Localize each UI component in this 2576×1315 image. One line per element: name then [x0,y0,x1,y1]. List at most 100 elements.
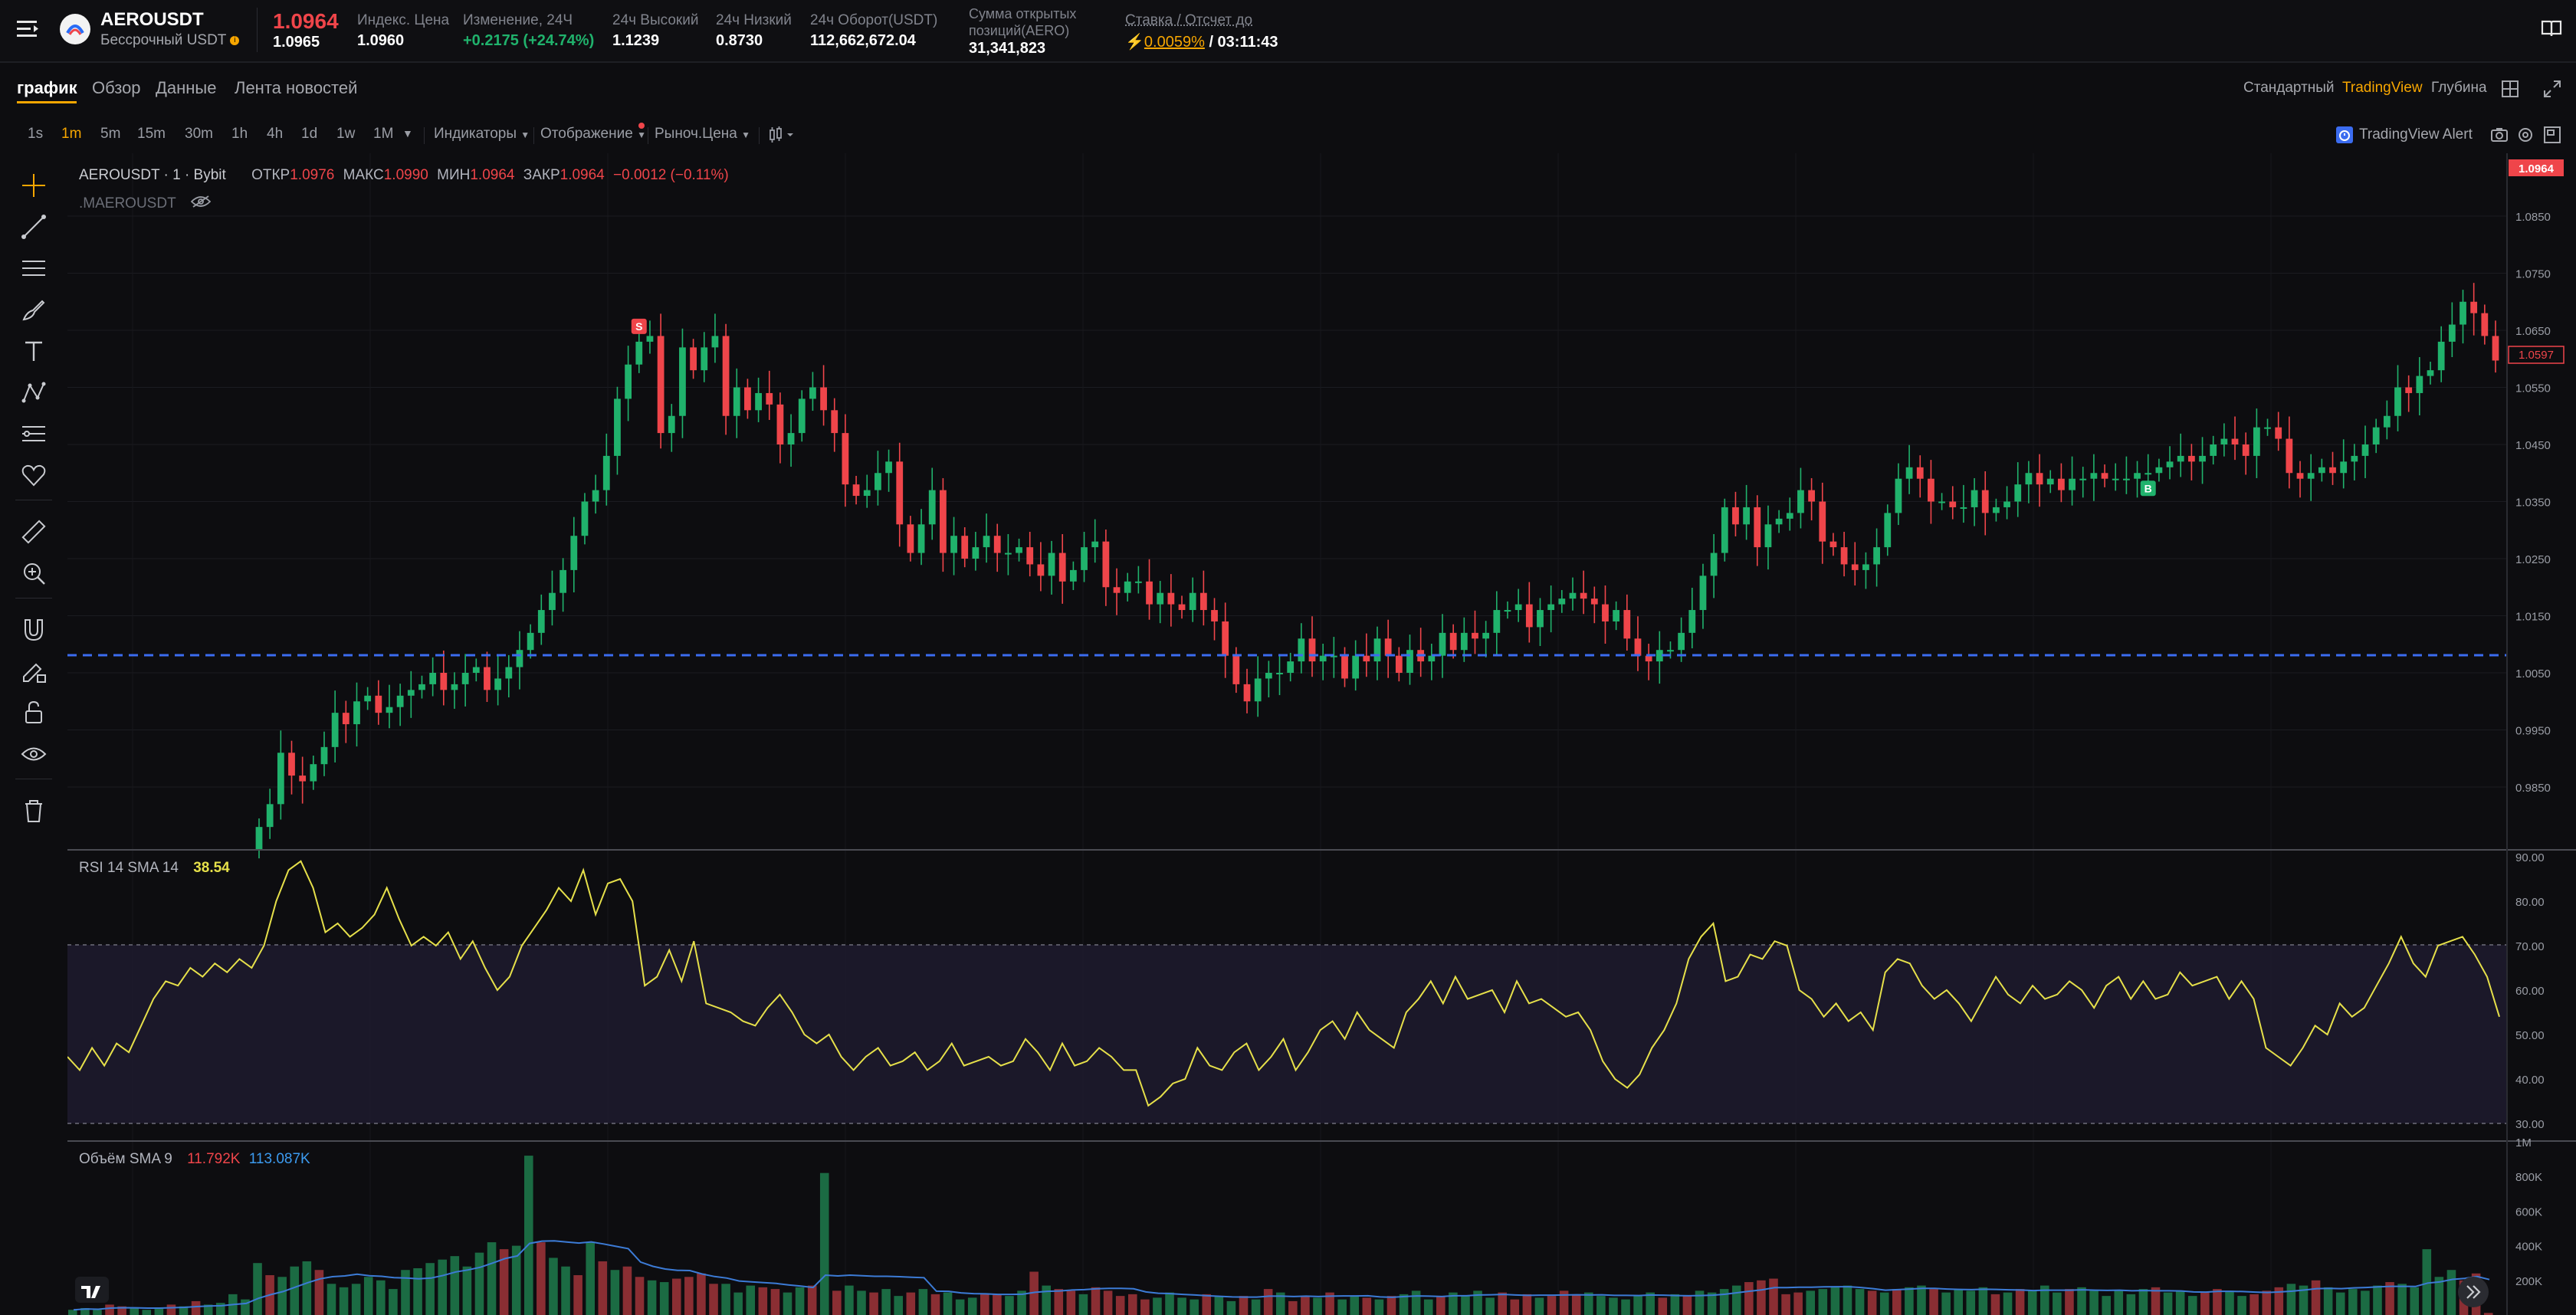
volume-bar [709,1284,718,1315]
price-tick-label: 1.0850 [2515,211,2551,224]
candle-body [940,490,947,553]
volume-bar [290,1266,300,1315]
buy-marker[interactable] [2140,480,2156,497]
rsi-legend-label[interactable]: RSI 14 SMA 14 [79,860,179,876]
chart-canvas[interactable]: 1.0850 1.0750 1.0650 1.0550 1.0450 1.0350 1.02… [67,153,2576,1315]
timeframe-1m[interactable]: 1m [61,126,82,142]
horizontal-lines-icon[interactable] [17,251,51,285]
timeframe-1h[interactable]: 1h [231,126,248,142]
timeframe-1s[interactable]: 1s [28,126,44,142]
ruler-icon[interactable] [17,515,51,549]
timeframe-5m[interactable]: 5m [100,126,121,142]
chart-type-icon[interactable] [768,126,797,148]
volume-bar [967,1297,977,1315]
volume-bar [487,1242,497,1315]
timeframe-4h[interactable]: 4h [267,126,284,142]
fib-tool-icon[interactable] [17,417,51,451]
info-icon[interactable]: i [230,35,240,45]
indicators-menu[interactable]: Индикаторы ▼ [434,126,530,143]
volume-bar [191,1300,201,1315]
text-tool-icon[interactable] [17,334,51,368]
candle-body [928,490,936,525]
volume-bar [215,1303,225,1315]
magnet-icon[interactable] [17,613,51,647]
sub-symbol-label: .MAEROUSDT [79,195,176,212]
book-icon[interactable] [2541,18,2562,42]
settings-gear-icon[interactable] [2516,126,2535,148]
funding-rate[interactable]: 0.0059% [1144,34,1205,51]
candle-body [2437,341,2445,371]
volume-bar [1806,1290,1816,1315]
timeframe-1M[interactable]: 1M [373,126,394,142]
legend-title[interactable]: AEROUSDT · 1 · Bybit [79,167,226,183]
fullscreen-icon[interactable] [2543,126,2561,148]
volume-bar [1153,1297,1162,1315]
timeframe-dropdown-icon[interactable]: ▼ [402,127,413,139]
turnover-value: 112,662,672.04 [810,32,916,49]
tab-overview[interactable]: Обзор [92,78,141,97]
volume-bar [2151,1287,2161,1315]
volume-bar [881,1289,891,1315]
timeframe-1w[interactable]: 1w [336,126,356,142]
tab-news[interactable]: Лента новостей [235,78,358,97]
tab-chart[interactable]: график [17,78,77,97]
price-axis[interactable]: 1.0850 1.0750 1.0650 1.0550 1.0450 1.0350 1.02… [2515,211,2551,1288]
volume-bar [2299,1285,2309,1315]
volume-bar [1719,1289,1729,1315]
camera-icon[interactable] [2490,126,2509,148]
volume-bar [1226,1300,1236,1315]
funding-label[interactable]: Ставка / Отсчет до [1125,12,1253,28]
timeframe-30m[interactable]: 30m [185,126,213,142]
trash-icon[interactable] [17,794,51,828]
pattern-tool-icon[interactable] [17,375,51,409]
view-depth[interactable]: Глубина [2431,80,2487,96]
eye-off-icon[interactable] [190,195,211,213]
volume-bar [2434,1277,2444,1315]
expand-icon[interactable] [2543,80,2561,102]
volume-bar [1263,1289,1273,1315]
grid-layout-icon[interactable] [2501,80,2519,102]
view-tradingview[interactable]: TradingView [2342,80,2423,96]
scroll-to-realtime-button[interactable] [2458,1277,2489,1307]
candle-body [646,336,654,342]
tradingview-alert-button[interactable]: TradingView Alert [2336,124,2473,146]
volume-bar [2077,1287,2086,1315]
eye-icon[interactable] [17,737,51,771]
price-tick-label: 1.0650 [2515,325,2551,338]
lock-drawing-icon[interactable] [17,654,51,688]
tab-data[interactable]: Данные [156,78,217,97]
candle-body [1938,501,1945,503]
crosshair-icon[interactable] [17,169,51,202]
hamburger-icon[interactable] [17,18,40,44]
brush-icon[interactable] [17,293,51,326]
volume-legend-label[interactable]: Объём SMA 9 [79,1151,172,1167]
zoom-in-icon[interactable] [17,556,51,590]
tradingview-logo-icon[interactable] [75,1277,109,1303]
volume-bar [1288,1300,1298,1315]
timeframe-1d[interactable]: 1d [301,126,318,142]
candle-body [917,524,925,553]
symbol-name[interactable]: AEROUSDT [100,9,204,30]
unlock-icon[interactable] [17,696,51,730]
heart-icon[interactable] [17,458,51,492]
candle-body [320,746,328,765]
volume-sma-line [73,1240,2490,1311]
candle-body [875,473,881,490]
candle-body [2296,473,2304,479]
candle-body [1157,592,1164,605]
candle-body [1688,610,1696,633]
timeframe-15m[interactable]: 15m [137,126,166,142]
sell-marker[interactable] [631,318,647,334]
volume-bar [1337,1299,1347,1315]
funding-countdown: / 03:11:43 [1209,34,1278,51]
volume-bar [1990,1294,2000,1315]
trend-line-icon[interactable] [17,210,51,244]
volume-bar [2187,1296,2197,1315]
candle-body [787,433,795,444]
display-menu[interactable]: Отображение ▼ [540,126,646,143]
candle-body [461,673,469,684]
volume-bar [2361,1290,2370,1315]
view-standard[interactable]: Стандартный [2243,80,2335,96]
market-price-menu[interactable]: Рыноч.Цена ▼ [655,126,750,143]
candle-body [863,490,871,497]
